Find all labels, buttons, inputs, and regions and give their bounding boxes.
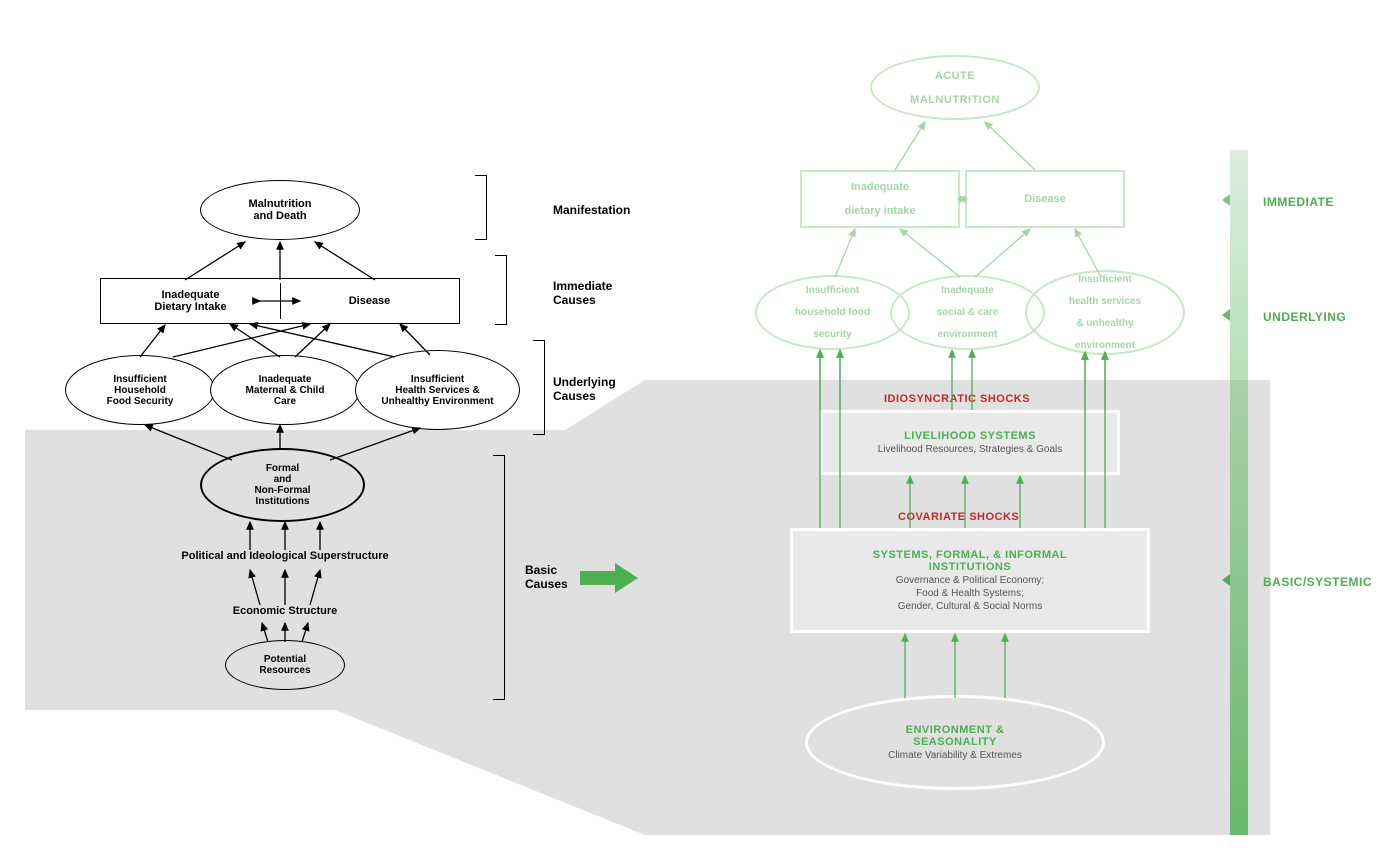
text: Basic (525, 563, 557, 577)
big-arrow-icon (580, 563, 640, 598)
text: Food Security (107, 396, 174, 407)
text: Gender, Cultural & Social Norms (898, 601, 1043, 612)
grey-region-tri-bot (335, 710, 645, 835)
text: Formal (266, 463, 299, 474)
text: Inadequate (851, 181, 909, 193)
text: Resources (259, 665, 310, 676)
text: Climate Variability & Extremes (888, 750, 1022, 761)
text: & unhealthy (1076, 318, 1133, 329)
node-und2-left: Inadequate Maternal & Child Care (210, 355, 360, 425)
node-und1-right: Insufficient household food security (755, 275, 910, 350)
text: and Death (253, 210, 306, 222)
text: Immediate (553, 279, 612, 293)
text: Inadequate (259, 374, 312, 385)
text: Governance & Political Economy; (896, 575, 1044, 586)
label-idiosyncratic: IDIOSYNCRATIC SHOCKS (884, 393, 1030, 405)
level-marker-basic (1222, 574, 1230, 586)
text: Dietary Intake (154, 301, 226, 313)
text: ENVIRONMENT & (906, 724, 1005, 736)
text: Malnutrition (249, 198, 312, 210)
text: ACUTE (935, 70, 975, 82)
node-immediate-box: Inadequate Dietary Intake Disease (100, 278, 460, 324)
text: Causes (525, 577, 568, 591)
node-formal: Formal and Non-Formal Institutions (200, 448, 365, 522)
bracket-underlying (533, 340, 545, 435)
level-marker-immediate (1222, 194, 1230, 206)
node-disease: Disease (965, 170, 1125, 228)
node-malnutrition: Malnutrition and Death (200, 180, 360, 240)
text: Food & Health Systems; (916, 588, 1024, 599)
text: Maternal & Child (246, 385, 325, 396)
node-diet: Inadequate dietary intake (800, 170, 960, 228)
text: dietary intake (845, 205, 916, 217)
text: Livelihood Resources, Strategies & Goals (878, 444, 1063, 455)
label-covariate: COVARIATE SHOCKS (898, 511, 1019, 523)
text: Household (114, 385, 166, 396)
text: environment (937, 329, 997, 340)
text: Causes (553, 293, 596, 307)
label-basic-causes: Basic Causes (525, 563, 568, 591)
node-political: Political and Ideological Superstructure (150, 550, 420, 562)
node-und2-right: Inadequate social & care environment (890, 275, 1045, 350)
label-underlying-causes: Underlying Causes (553, 375, 616, 403)
text: social & care (937, 307, 999, 318)
label-immediate: IMMEDIATE (1263, 195, 1334, 209)
text: Disease (1024, 193, 1066, 205)
bracket-basic (493, 455, 505, 700)
node-und1-left: Insufficient Household Food Security (65, 355, 215, 425)
text: Health Services & (395, 385, 480, 396)
text: SEASONALITY (913, 736, 997, 748)
label-manifestation: Manifestation (553, 203, 630, 217)
node-und3-left: Insufficient Health Services & Unhealthy… (355, 350, 520, 430)
label-underlying: UNDERLYING (1263, 310, 1346, 324)
text: Non-Formal (254, 485, 310, 496)
node-env: ENVIRONMENT & SEASONALITY Climate Variab… (805, 695, 1105, 790)
node-livelihood: LIVELIHOOD SYSTEMS Livelihood Resources,… (820, 410, 1120, 475)
text: health services (1069, 296, 1141, 307)
label-immediate-causes: Immediate Causes (553, 279, 612, 307)
text: MALNUTRITION (910, 94, 1000, 106)
level-marker-underlying (1222, 309, 1230, 321)
text: environment (1075, 340, 1135, 351)
text: Care (274, 396, 296, 407)
label-basic: BASIC/SYSTEMIC (1263, 575, 1372, 589)
node-potential: Potential Resources (225, 640, 345, 690)
text: Political and Ideological Superstructure (181, 550, 388, 562)
text: Disease (349, 295, 391, 307)
text: Underlying (553, 375, 616, 389)
text: Potential (264, 654, 306, 665)
text: SYSTEMS, FORMAL, & INFORMAL (873, 549, 1067, 561)
node-acute: ACUTE MALNUTRITION (870, 55, 1040, 120)
text: Economic Structure (233, 605, 338, 617)
node-economic: Economic Structure (195, 605, 375, 617)
text: Insufficient (113, 374, 166, 385)
bracket-manifestation (475, 175, 487, 240)
text: Insufficient (1078, 274, 1131, 285)
text: LIVELIHOOD SYSTEMS (904, 430, 1036, 442)
text: household food (795, 307, 870, 318)
text: Insufficient (806, 285, 859, 296)
level-bar (1230, 150, 1248, 835)
text: and (274, 474, 292, 485)
text: Unhealthy Environment (381, 396, 493, 407)
text: security (813, 329, 851, 340)
text: Inadequate (161, 289, 219, 301)
node-systems: SYSTEMS, FORMAL, & INFORMAL INSTITUTIONS… (790, 528, 1150, 633)
text: Institutions (256, 496, 310, 507)
bracket-immediate (495, 255, 507, 325)
node-und3-right: Insufficient health services & unhealthy… (1025, 270, 1185, 355)
text: INSTITUTIONS (929, 561, 1011, 573)
text: Causes (553, 389, 596, 403)
text: Insufficient (411, 374, 464, 385)
text: Inadequate (941, 285, 994, 296)
